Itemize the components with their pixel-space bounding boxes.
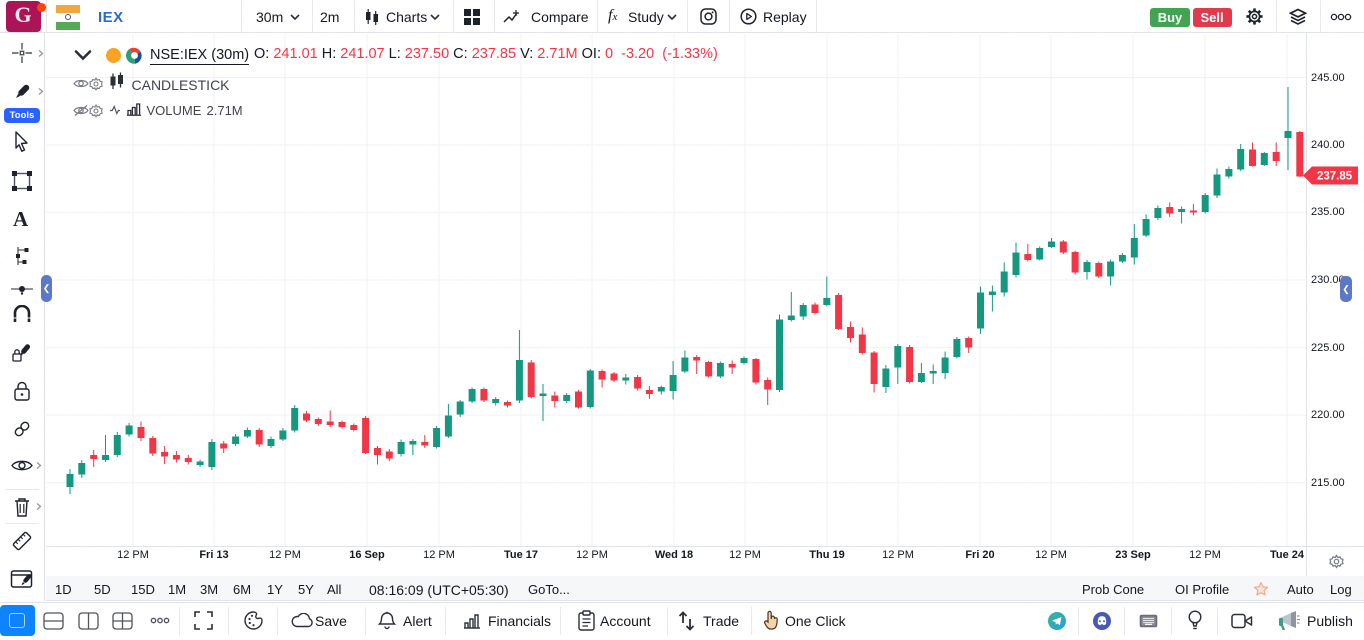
svg-text:237.85: 237.85	[1317, 170, 1353, 182]
